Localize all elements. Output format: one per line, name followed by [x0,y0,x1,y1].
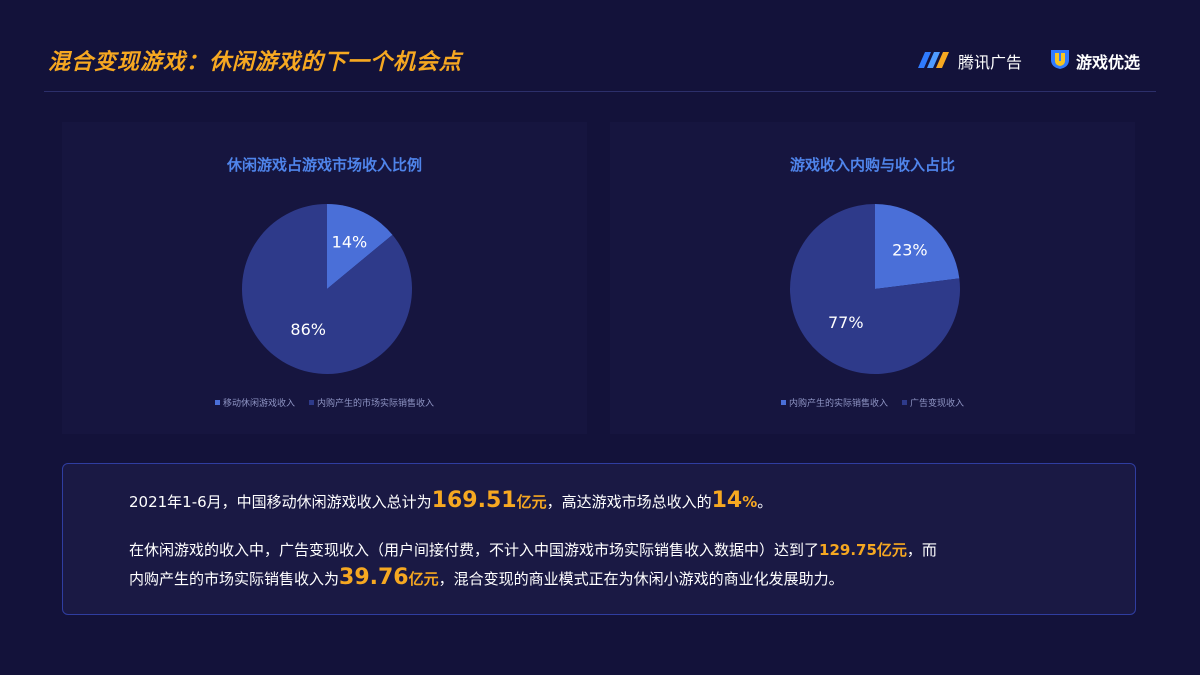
brand-youxuan-label: 游戏优选 [1076,53,1141,72]
legend-swatch [214,400,220,405]
youxuan-shield-logo-icon [1050,48,1070,74]
summary-text: ，而 [906,541,937,559]
legend-label: 内购产生的市场实际销售收入 [317,399,435,409]
summary-box: 2021年1-6月，中国移动休闲游戏收入总计为169.51亿元，高达游戏市场总收… [62,463,1136,615]
summary-text: 在休闲游戏的收入中，广告变现收入（用户间接付费，不计入中国游戏市场实际销售收入数… [129,541,820,559]
chart-legend: 内购产生的实际销售收入 广告变现收入 [610,396,1135,409]
legend-label: 广告变现收入 [910,399,965,409]
legend-swatch [780,400,786,405]
summary-text: 内购产生的市场实际销售收入为 [129,570,340,588]
pie-data-label: 14% [332,232,368,251]
brand-tencent-label: 腾讯广告 [958,53,1023,72]
pie-slice [790,204,960,374]
pie-data-label: 23% [892,240,928,259]
summary-text: 2021年1-6月，中国移动休闲游戏收入总计为 [129,493,432,511]
summary-text: ，高达游戏市场总收入的 [546,493,712,511]
highlight-number: 129.75亿元 [819,541,907,559]
highlight-number: 39.76 [339,565,409,590]
tencent-ads-logo-icon [918,48,952,74]
brand-tencent-ads: 腾讯广告 [918,48,1022,74]
pie-slice [327,204,393,289]
legend-item: 内购产生的实际销售收入 [780,396,888,409]
summary-text: ，混合变现的商业模式正在为休闲小游戏的商业化发展助力。 [438,570,844,588]
pie-data-label: 86% [290,320,326,339]
highlight-unit: % [742,493,758,511]
summary-text: 。 [757,493,773,511]
pie-chart-revenue-split: 23% 77% [790,204,960,374]
legend-item: 内购产生的市场实际销售收入 [309,396,434,409]
header-divider [44,91,1156,92]
pie-chart-casual-share: 14% 86% [241,204,412,374]
summary-line-2: 在休闲游戏的收入中，广告变现收入（用户间接付费，不计入中国游戏市场实际销售收入数… [129,539,937,560]
chart-legend: 移动休闲游戏收入 内购产生的市场实际销售收入 [62,396,587,409]
pie-slice [875,204,960,289]
legend-item: 移动休闲游戏收入 [214,396,295,409]
highlight-number: 169.51 [431,488,517,513]
legend-label: 移动休闲游戏收入 [222,399,295,409]
highlight-unit: 亿元 [408,570,439,588]
chart-title: 游戏收入内购与收入占比 [789,156,955,174]
summary-line-1: 2021年1-6月，中国移动休闲游戏收入总计为169.51亿元，高达游戏市场总收… [129,488,772,513]
legend-item: 广告变现收入 [902,396,964,409]
pie-data-label: 77% [828,313,864,332]
legend-swatch [309,400,314,405]
brand-youxuan: 游戏优选 [1050,48,1140,74]
page-title: 混合变现游戏：休闲游戏的下一个机会点 [48,50,463,75]
chart-panel-casual-share: 休闲游戏占游戏市场收入比例 14% 86% 移动休闲游戏收入 内购产生的市场实际销… [62,122,587,434]
highlight-unit: 亿元 [516,493,547,511]
chart-panel-revenue-split: 游戏收入内购与收入占比 23% 77% 内购产生的实际销售收入 广告变现收入 [610,122,1135,434]
chart-title: 休闲游戏占游戏市场收入比例 [226,156,422,174]
header: 混合变现游戏：休闲游戏的下一个机会点 腾讯广告 游戏优选 [0,0,1200,96]
legend-label: 内购产生的实际销售收入 [788,399,888,409]
pie-slice [241,204,412,374]
highlight-number: 14 [711,488,743,513]
legend-swatch [902,400,907,405]
summary-line-3: 内购产生的市场实际销售收入为39.76亿元，混合变现的商业模式正在为休闲小游戏的… [129,565,844,590]
